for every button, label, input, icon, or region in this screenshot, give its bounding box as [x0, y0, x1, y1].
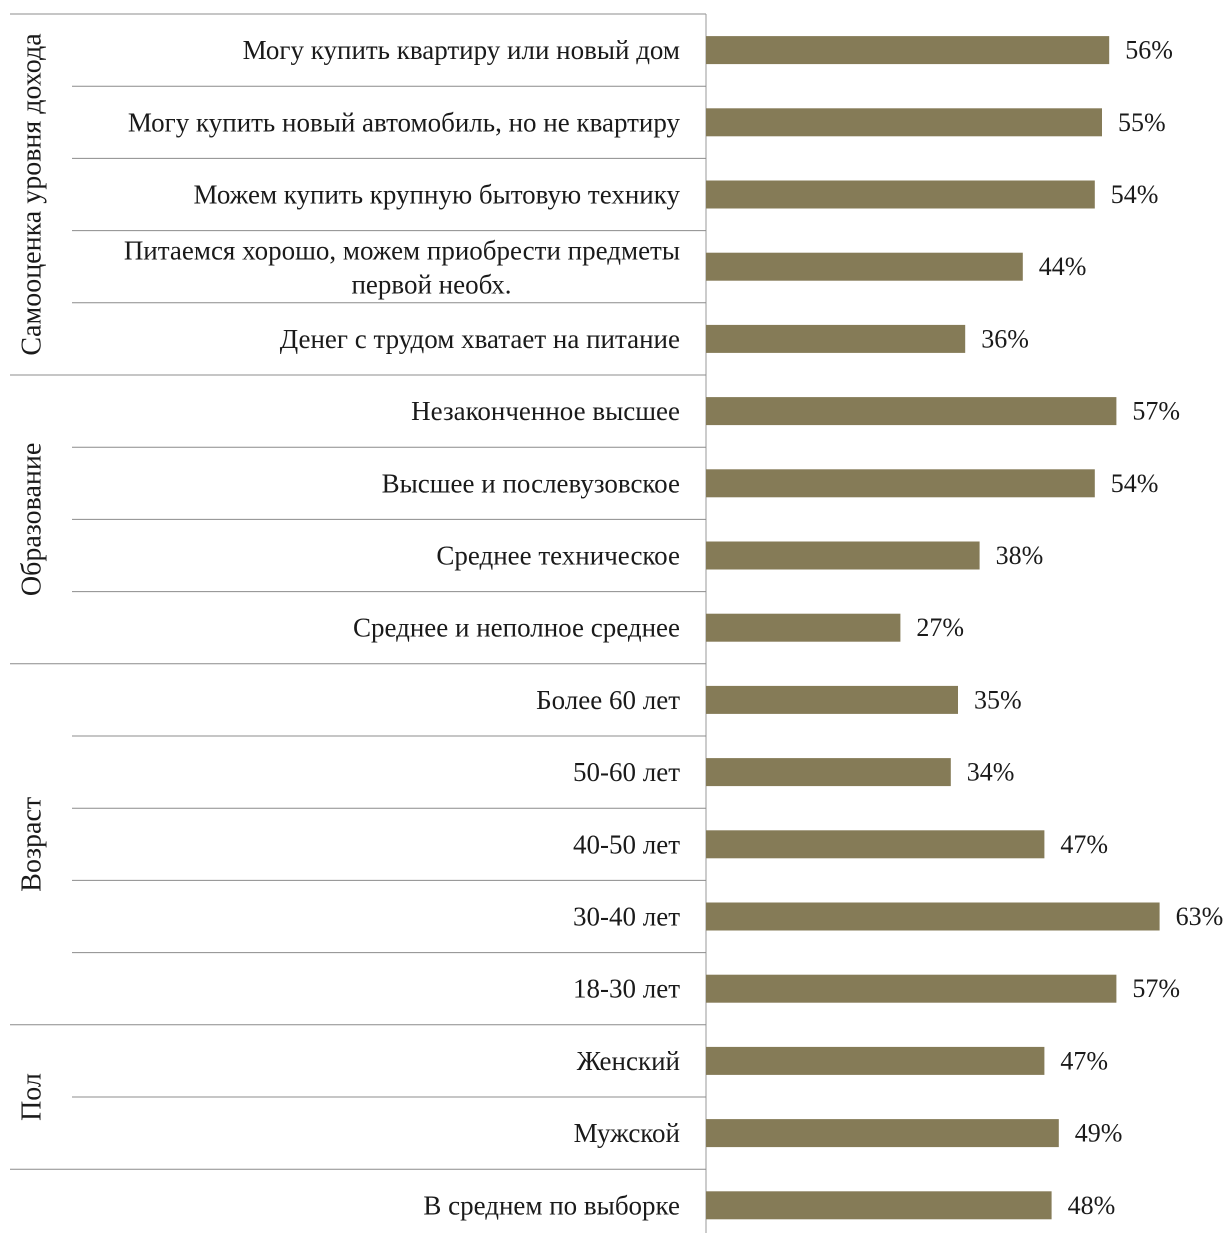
category-label: Женский: [577, 1046, 680, 1076]
value-label: 47%: [1060, 830, 1108, 859]
category-label: Денег с трудом хватает на питание: [280, 324, 680, 354]
category-label: Высшее и послевузовское: [382, 468, 680, 498]
bar: [706, 902, 1160, 931]
category-label: В среднем по выборке: [423, 1190, 680, 1220]
group-labels: Самооценка уровня дохода Образование Возра…: [17, 33, 48, 1121]
bar: [706, 469, 1095, 498]
value-label: 55%: [1118, 108, 1166, 137]
category-label: Могу купить новый автомобиль, но не квар…: [128, 107, 681, 137]
value-labels: 56% 55% 54% 44% 36% 57% 54% 38% 27% 35% 34% 47% 63% 5…: [916, 36, 1223, 1220]
value-label: 48%: [1068, 1191, 1116, 1220]
category-label: Питаемся хорошо, можем приобрести предме…: [124, 236, 680, 300]
bar: [706, 1119, 1059, 1148]
category-label: 18-30 лет: [573, 974, 680, 1004]
category-label: 30-40 лет: [573, 902, 680, 932]
bar: [706, 36, 1110, 65]
value-label: 35%: [974, 685, 1022, 714]
value-label: 63%: [1176, 902, 1224, 931]
value-label: 56%: [1125, 36, 1173, 65]
bar: [706, 613, 901, 642]
category-label: Незаконченное высшее: [411, 396, 680, 426]
value-label: 49%: [1075, 1119, 1123, 1148]
category-labels: Могу купить квартиру или новый дом Могу к…: [124, 35, 681, 1220]
bar: [706, 758, 951, 787]
bar: [706, 324, 966, 353]
category-label: Можем купить крупную бытовую технику: [194, 180, 681, 210]
group-label: Самооценка уровня дохода: [17, 33, 48, 356]
value-label: 54%: [1111, 180, 1159, 209]
category-label: Среднее техническое: [436, 541, 680, 571]
value-label: 44%: [1039, 252, 1087, 281]
value-label: 34%: [967, 758, 1015, 787]
bar: [706, 830, 1045, 859]
value-label: 47%: [1060, 1046, 1108, 1075]
bar: [706, 252, 1023, 281]
bar: [706, 108, 1102, 137]
value-label: 54%: [1111, 469, 1159, 498]
bar: [706, 180, 1095, 209]
category-label: 40-50 лет: [573, 829, 680, 859]
group-label: Пол: [17, 1073, 48, 1121]
bar: [706, 397, 1117, 426]
value-label: 57%: [1132, 397, 1180, 426]
bar: [706, 974, 1117, 1003]
group-label: Образование: [17, 443, 48, 596]
grid-lines: [10, 13, 707, 1233]
category-label: Более 60 лет: [536, 685, 680, 715]
category-label: Мужской: [574, 1118, 680, 1148]
bar: [706, 1046, 1045, 1075]
bars: [706, 36, 1160, 1220]
value-label: 27%: [916, 613, 964, 642]
category-label: Могу купить квартиру или новый дом: [243, 35, 680, 65]
group-label: Возраст: [17, 797, 48, 892]
category-label: 50-60 лет: [573, 757, 680, 787]
bar: [706, 1191, 1052, 1220]
category-label: Среднее и неполное среднее: [353, 613, 680, 643]
value-label: 36%: [981, 324, 1029, 353]
value-label: 57%: [1132, 974, 1180, 1003]
bar: [706, 685, 958, 714]
value-label: 38%: [996, 541, 1044, 570]
bar: [706, 541, 980, 570]
